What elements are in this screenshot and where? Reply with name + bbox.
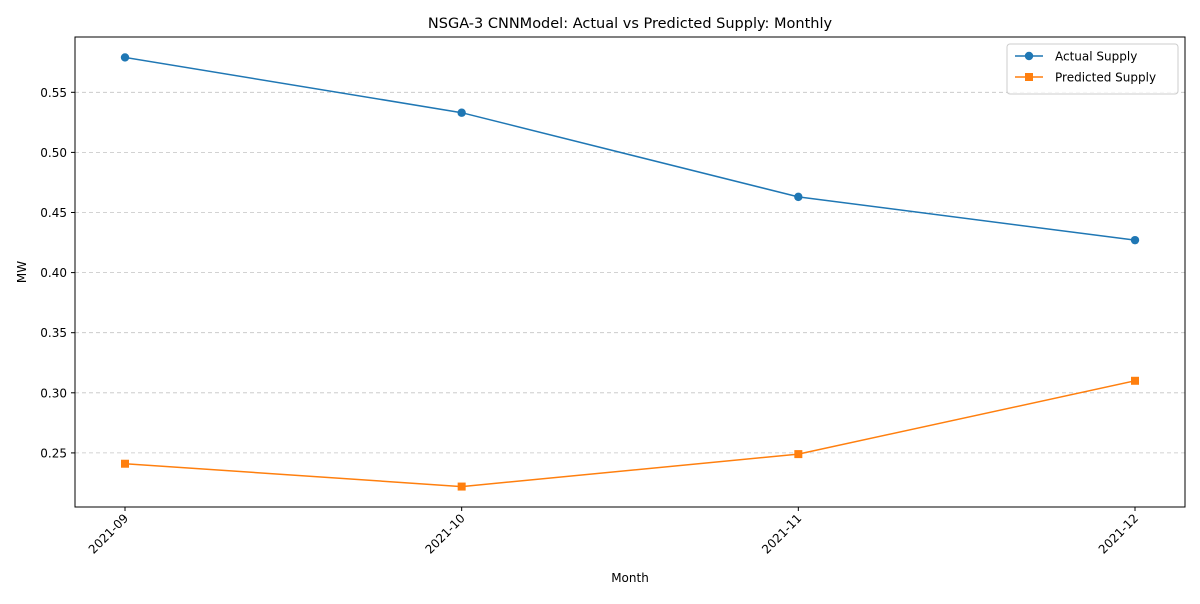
grid-lines	[75, 91, 1185, 454]
legend-marker-predicted	[1025, 73, 1033, 81]
y-tick-label: 0.40	[40, 266, 67, 280]
legend-box	[1006, 43, 1179, 95]
y-tick-label: 0.25	[40, 446, 67, 460]
plot-frame	[74, 36, 1186, 508]
y-axis-label: MW	[15, 261, 29, 283]
data-point-predicted	[1131, 376, 1139, 385]
series-layer	[120, 53, 1140, 491]
data-point-predicted	[457, 482, 466, 491]
chart-title: NSGA-3 CNNModel: Actual vs Predicted Sup…	[428, 16, 833, 32]
y-tick-label: 0.30	[40, 386, 67, 400]
data-point-actual	[794, 192, 803, 202]
legend-marker-actual	[1024, 51, 1034, 61]
y-tick-label: 0.35	[40, 326, 67, 340]
x-axis-label: Month	[611, 571, 649, 585]
y-tick-label: 0.50	[40, 146, 67, 160]
y-tick-label: 0.45	[40, 206, 67, 220]
series-line-actual	[124, 56, 1136, 241]
legend: Actual Supply Predicted Supply	[1006, 43, 1179, 95]
data-point-actual	[1130, 235, 1140, 245]
data-point-predicted	[794, 450, 803, 459]
y-axis: 0.25 0.30 0.35 0.40 0.45 0.50 0.55	[40, 86, 75, 460]
y-tick-label: 0.55	[40, 86, 67, 100]
series-line-predicted	[124, 380, 1136, 488]
data-point-actual	[457, 108, 466, 117]
data-point-predicted	[121, 459, 129, 468]
legend-label-predicted: Predicted Supply	[1055, 71, 1156, 85]
data-point-actual	[120, 53, 130, 62]
legend-label-actual: Actual Supply	[1055, 50, 1137, 64]
